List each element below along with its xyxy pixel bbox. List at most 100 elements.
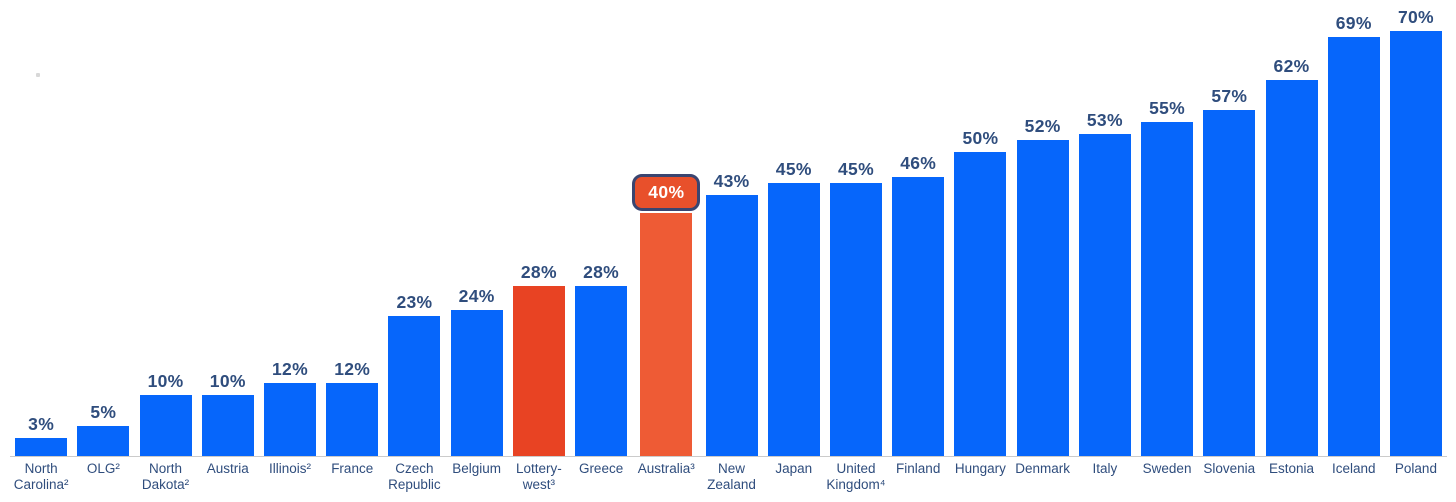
category-label: Hungary (955, 461, 1006, 477)
category-label-line: Zealand (707, 476, 756, 492)
category-label-line: Italy (1092, 461, 1118, 476)
bar (201, 395, 254, 456)
category-label: France (331, 461, 373, 477)
bar (954, 152, 1007, 456)
bar (1265, 80, 1318, 456)
bar (77, 426, 130, 456)
bar-column: 46% Finland (887, 0, 949, 476)
bar-column: 45% Japan (763, 0, 825, 476)
bar (1078, 134, 1131, 456)
category-label-line: west³ (522, 476, 555, 492)
value-label: 50% (962, 128, 999, 148)
category-label-line: United (836, 461, 876, 476)
bar (512, 286, 565, 456)
value-label: 69% (1335, 13, 1372, 33)
bar-column: 57% Slovenia (1198, 0, 1260, 476)
category-label: North Dakota² (142, 461, 189, 492)
bar-column: 12% Illinois² (259, 0, 321, 476)
category-label: OLG² (87, 461, 120, 477)
bar (388, 316, 441, 456)
category-label: Greece (579, 461, 623, 477)
value-label: 10% (209, 371, 246, 391)
bar (450, 310, 503, 456)
value-label: 23% (396, 292, 433, 312)
bar (1327, 37, 1380, 456)
category-label: Sweden (1143, 461, 1192, 477)
highlight-value-badge: 40% (632, 174, 701, 211)
value-label: 53% (1086, 110, 1123, 130)
plot-area: 3% North Carolina² 5% OLG² 10% North Dakota² 10%… (10, 0, 1447, 492)
bar-column: 23% Czech Republic (383, 0, 445, 492)
category-label: Estonia (1269, 461, 1314, 477)
bar-column: 53% Italy (1074, 0, 1136, 476)
value-label: 5% (90, 402, 117, 422)
value-label: 3% (28, 414, 55, 434)
category-label: Slovenia (1203, 461, 1255, 477)
bar-column: 28% Greece (570, 0, 632, 476)
bar-column: 69% Iceland (1323, 0, 1385, 476)
bar-column: 5% OLG² (72, 0, 134, 476)
bar-column: 10% Austria (197, 0, 259, 476)
category-label-line: North (24, 461, 58, 476)
category-label-line: Dakota² (141, 476, 190, 492)
bar (705, 195, 758, 456)
category-label: Australia³ (638, 461, 695, 477)
value-label: 43% (713, 171, 750, 191)
bar (1016, 140, 1069, 456)
bar (829, 183, 882, 456)
category-label: Austria (207, 461, 249, 477)
category-label: Illinois² (269, 461, 311, 477)
category-label: Denmark (1015, 461, 1070, 477)
category-label: New Zealand (707, 461, 756, 492)
category-label: Lottery-west³ (516, 461, 562, 492)
bar-column: 70% Poland (1385, 0, 1447, 476)
value-label: 12% (272, 359, 308, 379)
category-label-line: Japan (775, 461, 813, 476)
value-label: 12% (334, 359, 371, 379)
value-label: 45% (838, 159, 874, 179)
bar-column: 10% North Dakota² (134, 0, 196, 492)
value-label: 62% (1273, 56, 1310, 76)
bar-column: 43% New Zealand (700, 0, 762, 492)
bar-column: 28% Lottery-west³ (508, 0, 570, 492)
category-label-line: Austria (206, 461, 249, 476)
category-label: Belgium (452, 461, 501, 477)
category-label-line: Slovenia (1203, 461, 1256, 476)
category-label-line: New (718, 461, 746, 476)
category-label: Poland (1395, 461, 1437, 477)
category-label-line: North (149, 461, 183, 476)
bar-column: 12% France (321, 0, 383, 476)
category-label-line: Finland (896, 461, 941, 476)
category-label-line: Poland (1394, 461, 1437, 476)
value-label: 70% (1397, 7, 1434, 27)
bar (640, 213, 693, 456)
category-label-line: Greece (578, 461, 624, 476)
bar (15, 438, 68, 456)
bar (263, 383, 316, 456)
category-label: United Kingdom⁴ (826, 461, 885, 492)
category-label: North Carolina² (14, 461, 69, 492)
bar (1389, 31, 1442, 456)
category-label-line: Czech (395, 461, 434, 476)
bar-column: 62% Estonia (1260, 0, 1322, 476)
bar-column: 24% Belgium (446, 0, 508, 476)
category-label-line: Estonia (1268, 461, 1315, 476)
category-label-line: Illinois² (268, 461, 311, 476)
bar (139, 395, 192, 456)
category-label-line: Belgium (452, 461, 502, 476)
value-label: 10% (147, 371, 184, 391)
bar-column: 3% North Carolina² (10, 0, 72, 492)
bar (767, 183, 820, 456)
bar (326, 383, 379, 456)
category-label-line: Denmark (1015, 461, 1071, 476)
category-label-line: Australia³ (637, 461, 695, 476)
value-label: 24% (458, 286, 495, 306)
category-label-line: Hungary (954, 461, 1006, 476)
category-label: Iceland (1332, 461, 1376, 477)
category-label-line: OLG² (86, 461, 120, 476)
category-label: Japan (775, 461, 812, 477)
category-label: Finland (896, 461, 940, 477)
value-label: 55% (1149, 98, 1186, 118)
bar-column: 52% Denmark (1012, 0, 1074, 476)
